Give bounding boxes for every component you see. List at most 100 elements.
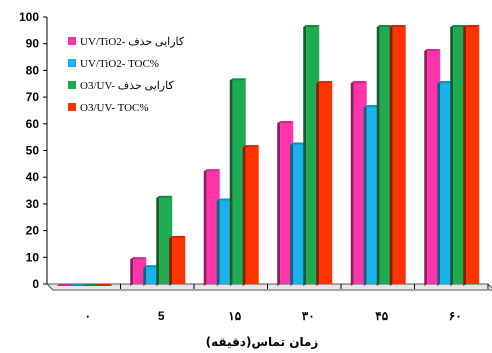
bar-side — [363, 105, 367, 286]
bar-top — [450, 25, 467, 28]
x-tick-label: 5 — [158, 309, 165, 323]
bar-top — [82, 284, 99, 286]
bar-front — [440, 81, 454, 284]
bar-side — [143, 265, 147, 286]
bar — [463, 25, 480, 286]
bar-front — [159, 195, 173, 284]
y-tick-label: 10 — [26, 250, 40, 264]
bar-front — [172, 235, 186, 284]
bar-front — [466, 25, 480, 284]
bar — [216, 198, 233, 286]
bar-top — [463, 25, 480, 28]
bar-front — [245, 145, 259, 284]
bar-side — [350, 81, 354, 286]
bar-side — [156, 195, 160, 286]
bar-side — [290, 142, 294, 286]
bar-side — [130, 257, 134, 286]
bar-front — [219, 198, 233, 284]
bar-front — [280, 121, 294, 284]
x-tick-label: ۶۰ — [449, 309, 462, 323]
bar — [95, 284, 112, 286]
bar-top — [216, 198, 233, 201]
bar-top — [169, 235, 186, 238]
bar — [350, 81, 367, 286]
x-tick-labels: ۰ 5 ۱۵ ۳۰ ۴۵ ۶۰ — [85, 284, 489, 323]
bar — [56, 284, 73, 286]
bar — [82, 284, 99, 286]
bar-top — [277, 121, 294, 124]
legend-entry: UV/TiO2- TOC% — [80, 58, 159, 70]
legend-swatch — [68, 37, 76, 45]
bar-front — [319, 81, 333, 284]
bar-top — [69, 284, 86, 286]
bar-top — [156, 195, 173, 198]
bar-top — [143, 265, 160, 268]
bar-front — [379, 25, 393, 284]
bar-front — [206, 169, 220, 284]
legend-swatch — [68, 81, 76, 89]
bar-top — [363, 105, 380, 108]
bar-side — [424, 49, 428, 286]
bar-side — [463, 25, 467, 286]
x-tick-label: ۱۵ — [228, 309, 241, 323]
bar-side — [216, 198, 220, 286]
bar-top — [303, 25, 320, 28]
bar — [376, 25, 393, 286]
y-tick-label: 0 — [32, 277, 39, 291]
legend-entry: O3/UV- کارایی حذف — [80, 80, 174, 92]
y-tick-label: 90 — [26, 37, 40, 51]
legend-entry: O3/UV- TOC% — [80, 102, 149, 114]
bar — [203, 169, 220, 286]
bar-top — [424, 49, 441, 52]
bar — [424, 49, 441, 286]
bar-top — [389, 25, 406, 28]
bar-front — [392, 25, 406, 284]
bar — [303, 25, 320, 286]
bar — [363, 105, 380, 286]
bar-top — [350, 81, 367, 84]
y-tick-label: 80 — [26, 63, 40, 77]
x-axis-label: زمان تماس(دقیقه) — [206, 335, 319, 349]
bar-front — [353, 81, 367, 284]
bar-top — [242, 145, 259, 148]
bar-front — [146, 265, 160, 284]
bar — [316, 81, 333, 286]
y-axis — [43, 16, 48, 285]
bar-top — [290, 142, 307, 145]
bar-side — [389, 25, 393, 286]
bar-side — [229, 78, 233, 286]
bar — [169, 235, 186, 286]
bar — [389, 25, 406, 286]
y-tick-labels: 0 10 20 30 40 50 60 70 80 90 100 — [19, 10, 39, 291]
bar — [130, 257, 147, 286]
legend-entry: UV/TiO2- کارایی حذف — [80, 36, 185, 48]
bar-side — [169, 235, 173, 286]
bar-top — [130, 257, 147, 260]
bar — [229, 78, 246, 286]
bar — [156, 195, 173, 286]
bar-side — [376, 25, 380, 286]
x-tick-label: ۳۰ — [302, 309, 315, 323]
x-tick-label: ۰ — [85, 309, 91, 323]
bar-front — [366, 105, 380, 284]
bar — [437, 81, 454, 286]
bar-top — [95, 284, 112, 286]
y-tick-label: 30 — [26, 197, 40, 211]
legend: UV/TiO2- کارایی حذف UV/TiO2- TOC% O3/UV- ک… — [68, 36, 185, 114]
bar-front — [293, 142, 307, 284]
bar-front — [427, 49, 441, 284]
bar-front — [232, 78, 246, 284]
x-tick-label: ۴۵ — [375, 309, 388, 323]
bar — [242, 145, 259, 286]
bar-side — [450, 25, 454, 286]
y-tick-label: 50 — [26, 144, 40, 158]
y-tick-label: 40 — [26, 170, 40, 184]
bar-front — [306, 25, 320, 284]
bar-top — [316, 81, 333, 84]
bar — [450, 25, 467, 286]
bar — [290, 142, 307, 286]
bar-side — [242, 145, 246, 286]
bar — [69, 284, 86, 286]
bar-top — [229, 78, 246, 81]
